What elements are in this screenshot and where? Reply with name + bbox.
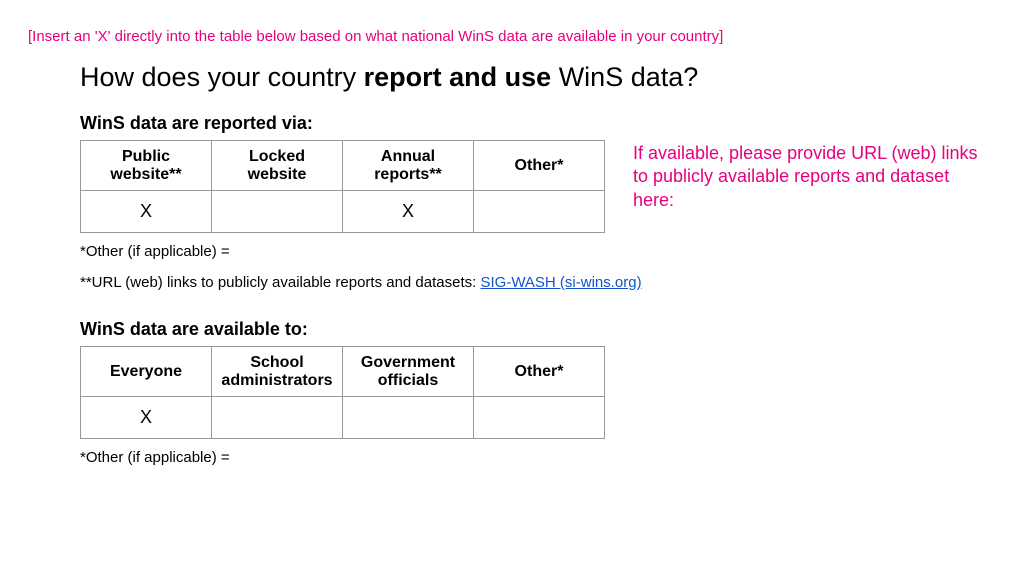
side-note: If available, please provide URL (web) l…: [633, 140, 983, 212]
section1-row: Public website** Locked website Annual r…: [80, 140, 994, 233]
col-header: Government officials: [343, 347, 474, 397]
table-row: X X: [81, 191, 605, 233]
section2-heading: WinS data are available to:: [80, 319, 994, 340]
table-header-row: Public website** Locked website Annual r…: [81, 141, 605, 191]
page-title: How does your country report and use Win…: [80, 62, 994, 93]
table-cell[interactable]: [343, 397, 474, 439]
table-cell[interactable]: [474, 397, 605, 439]
table-cell[interactable]: X: [81, 191, 212, 233]
footnote-url-label: **URL (web) links to publicly available …: [80, 274, 480, 291]
section1-heading: WinS data are reported via:: [80, 113, 994, 134]
instruction-text: [Insert an 'X' directly into the table b…: [28, 28, 723, 45]
table-reported-via: Public website** Locked website Annual r…: [80, 140, 605, 233]
title-bold: report and use: [364, 62, 552, 92]
col-header: Everyone: [81, 347, 212, 397]
footnote-url: **URL (web) links to publicly available …: [80, 274, 994, 291]
table-cell[interactable]: [212, 397, 343, 439]
section2: WinS data are available to: Everyone Sch…: [80, 319, 994, 466]
url-link[interactable]: SIG-WASH (si-wins.org): [480, 274, 641, 291]
footnote-other-2: *Other (if applicable) =: [80, 449, 994, 466]
table-header-row: Everyone School administrators Governmen…: [81, 347, 605, 397]
title-post: WinS data?: [551, 62, 698, 92]
table-cell[interactable]: [212, 191, 343, 233]
title-pre: How does your country: [80, 62, 364, 92]
col-header: Other*: [474, 347, 605, 397]
main-content: How does your country report and use Win…: [80, 62, 994, 466]
table-available-to: Everyone School administrators Governmen…: [80, 346, 605, 439]
col-header: Public website**: [81, 141, 212, 191]
footnote-other-1: *Other (if applicable) =: [80, 243, 994, 260]
table-cell[interactable]: X: [343, 191, 474, 233]
table-cell[interactable]: [474, 191, 605, 233]
col-header: Locked website: [212, 141, 343, 191]
col-header: Other*: [474, 141, 605, 191]
col-header: School administrators: [212, 347, 343, 397]
col-header: Annual reports**: [343, 141, 474, 191]
table-row: X: [81, 397, 605, 439]
table-cell[interactable]: X: [81, 397, 212, 439]
